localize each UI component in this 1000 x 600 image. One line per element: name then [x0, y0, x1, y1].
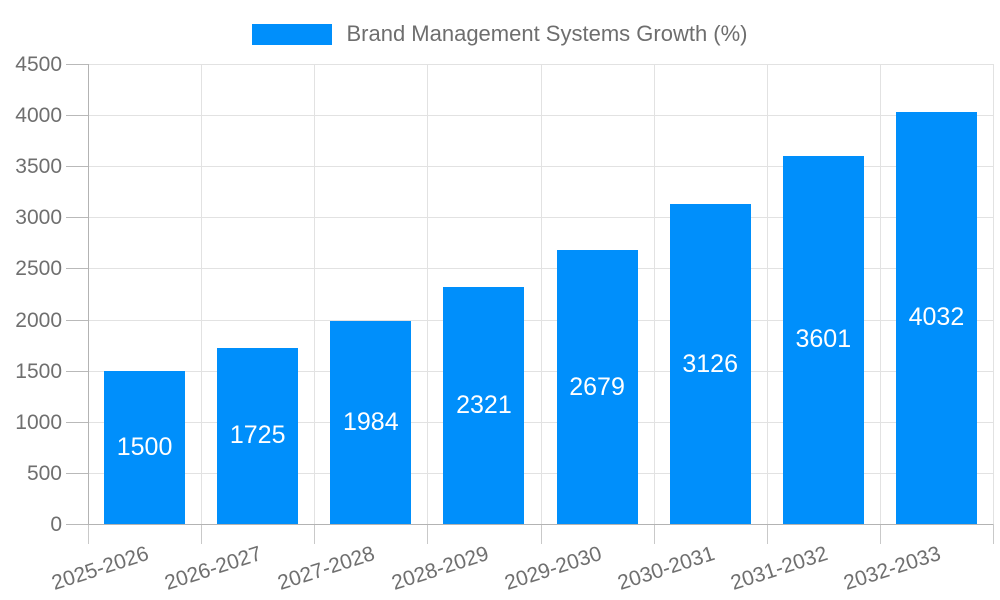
x-axis-tick-label: 2025-2026: [49, 542, 152, 595]
legend-swatch: [252, 23, 333, 45]
y-axis-tick-label: 4000: [15, 104, 62, 128]
x-axis-tick: [993, 524, 994, 544]
y-axis-tick: [66, 217, 88, 219]
y-axis-tick-label: 3500: [15, 155, 62, 179]
y-axis-tick: [66, 370, 88, 372]
x-gridline: [879, 64, 881, 524]
y-axis-tick: [66, 166, 88, 168]
x-gridline: [540, 64, 542, 524]
x-axis-tick: [653, 524, 655, 544]
bar: 2321: [443, 286, 525, 524]
x-axis-tick: [88, 524, 89, 544]
y-axis-tick-label: 0: [50, 513, 62, 536]
y-axis-tick: [66, 319, 88, 321]
y-axis-line: [88, 64, 89, 524]
x-gridline: [314, 64, 316, 524]
bar: 1500: [104, 370, 186, 524]
bar-value-label: 1725: [229, 421, 286, 450]
x-axis-tick-label: 2030-2031: [614, 542, 718, 595]
x-axis-tick: [766, 524, 768, 544]
x-gridline: [653, 64, 655, 524]
bar: 3601: [782, 155, 864, 524]
legend-label: Brand Management Systems Growth (%): [346, 21, 748, 46]
x-axis-tick: [427, 524, 429, 544]
bar-value-label: 3601: [795, 325, 852, 354]
x-axis-tick-label: 2032-2033: [840, 542, 944, 595]
x-gridline: [201, 64, 203, 524]
bar: 3126: [669, 204, 751, 524]
x-gridline: [427, 64, 429, 524]
y-axis-tick: [66, 268, 88, 270]
y-axis-tick-label: 500: [26, 461, 62, 485]
y-axis-tick-label: 2500: [15, 257, 62, 281]
y-axis-tick-label: 1000: [15, 410, 62, 434]
bar: 1725: [217, 347, 299, 524]
x-axis-tick: [879, 524, 881, 544]
y-axis-tick: [66, 524, 88, 525]
x-axis-tick-label: 2028-2029: [388, 542, 492, 595]
y-axis-tick: [66, 472, 88, 474]
y-axis-tick: [66, 64, 88, 65]
y-axis-tick-label: 2000: [15, 308, 62, 332]
bar: 2679: [556, 250, 638, 524]
bar-value-label: 1984: [343, 408, 399, 437]
bar-value-label: 2321: [456, 390, 512, 419]
x-axis-tick: [540, 524, 542, 544]
bar-value-label: 4032: [908, 303, 965, 332]
bar-value-label: 3126: [682, 349, 738, 378]
bar: 1984: [330, 321, 412, 524]
bar: 4032: [895, 111, 977, 524]
x-gridline: [766, 64, 768, 524]
x-axis-tick-label: 2027-2028: [275, 542, 378, 595]
x-axis-tick-label: 2031-2032: [727, 542, 831, 595]
x-gridline: [993, 64, 994, 524]
y-axis-tick: [66, 115, 88, 117]
x-axis-tick: [201, 524, 203, 544]
y-axis-tick-label: 4500: [15, 53, 62, 76]
y-axis-tick: [66, 421, 88, 423]
x-axis-tick-label: 2026-2027: [162, 542, 265, 595]
y-axis-tick-label: 3000: [15, 206, 62, 230]
y-axis-tick-label: 1500: [15, 359, 62, 383]
bar-value-label: 2679: [569, 372, 625, 401]
x-axis-tick: [314, 524, 316, 544]
bar-value-label: 1500: [116, 432, 173, 461]
chart-legend: Brand Management Systems Growth (%): [0, 21, 1000, 47]
x-axis-line: [88, 524, 993, 525]
x-axis-tick-label: 2029-2030: [501, 542, 605, 595]
